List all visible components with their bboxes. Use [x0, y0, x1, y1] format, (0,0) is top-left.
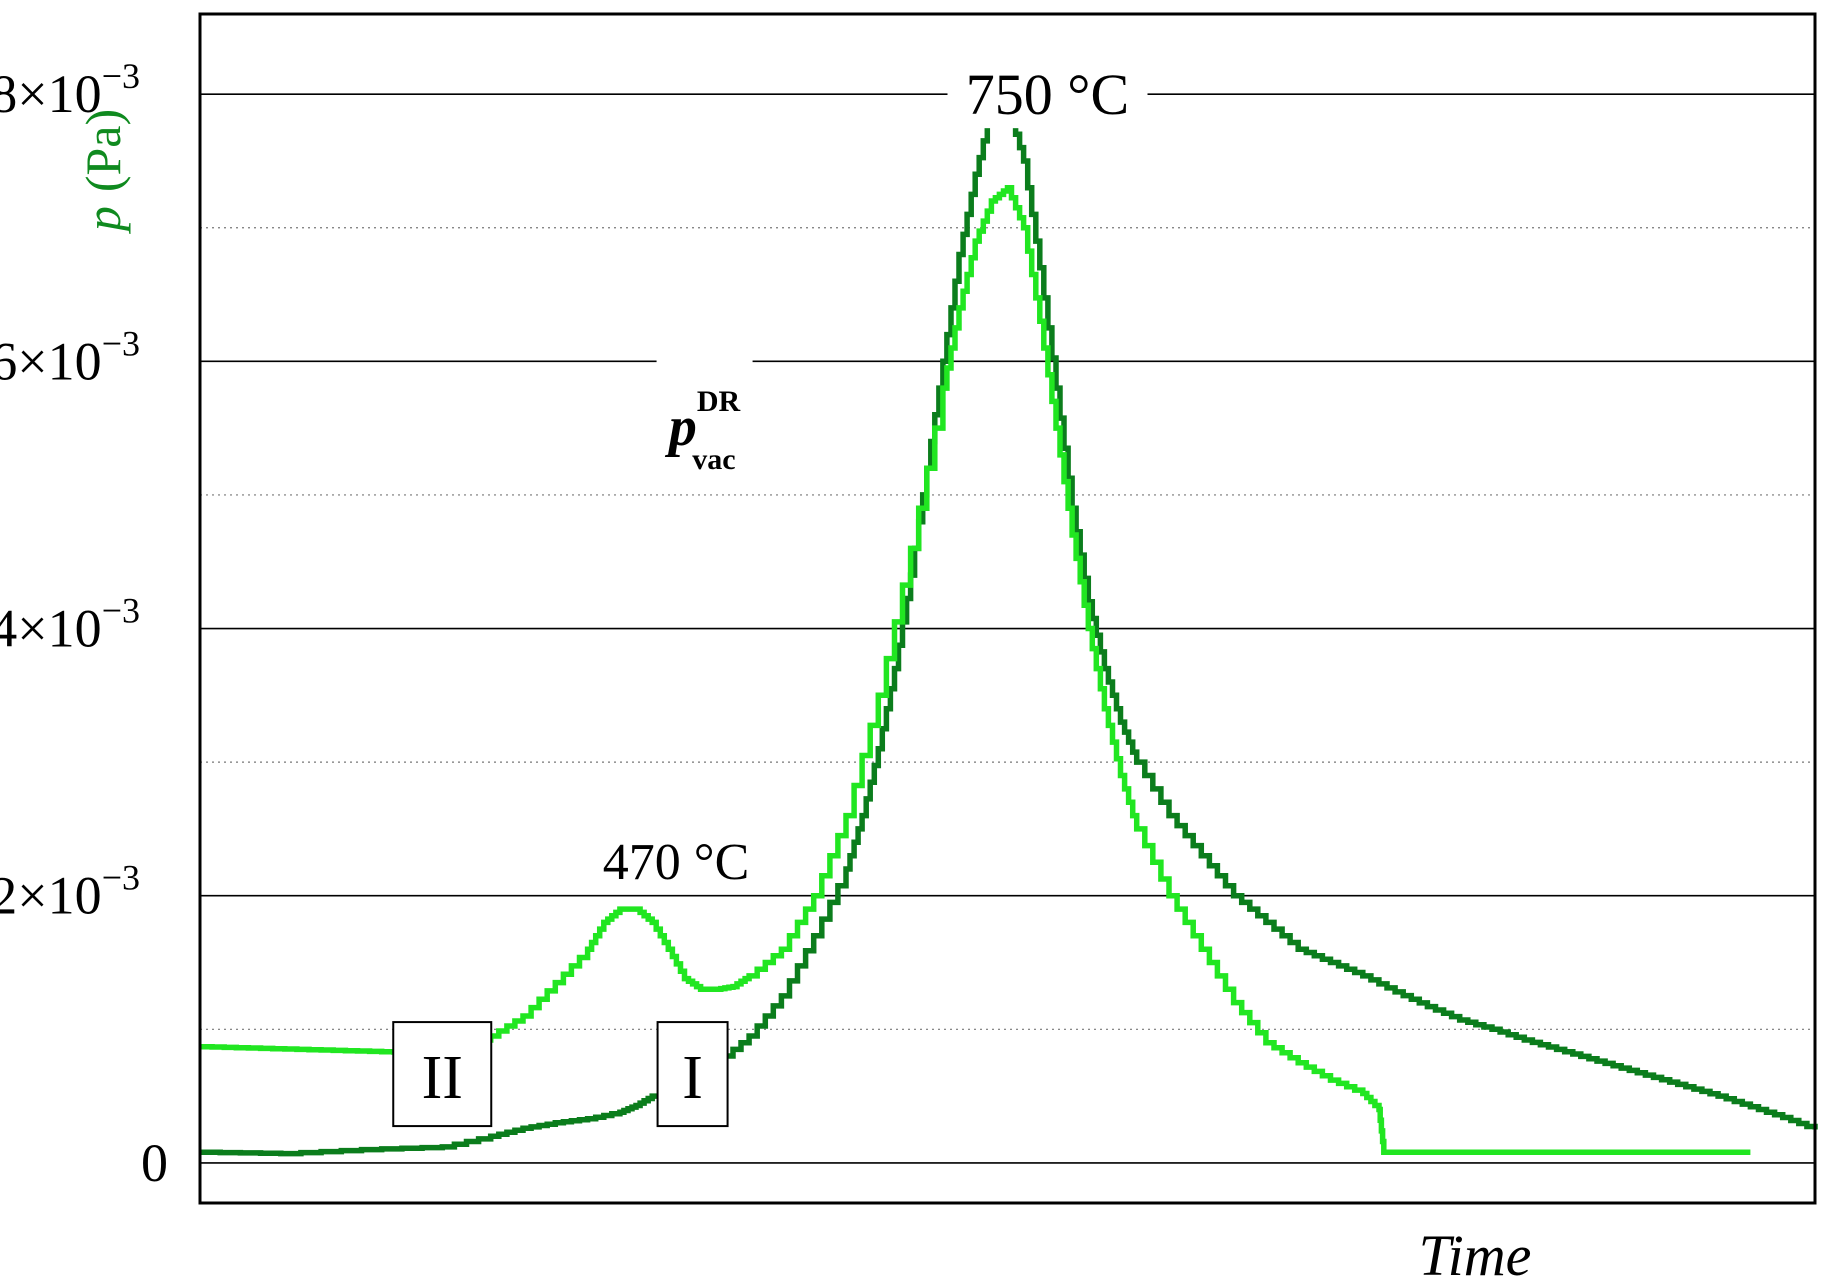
- y-tick-labels: 02×10−34×10−36×10−38×10−3: [0, 56, 168, 1193]
- pvac-superscript: DR: [697, 385, 741, 418]
- annotation-layer: 750 °C 470 °C pDR vac II I: [392, 62, 1148, 1128]
- y-axis-symbol: p: [75, 206, 131, 234]
- y-tick-exponent-2: −3: [102, 591, 140, 631]
- y-tick-mantissa-2: 4×10: [0, 599, 102, 659]
- y-tick-label-4: 8×10−3: [0, 56, 140, 124]
- y-axis-label: p (Pa): [75, 109, 131, 234]
- y-tick-exponent-3: −3: [102, 323, 140, 363]
- y-tick-exponent-4: −3: [102, 56, 140, 96]
- x-axis-label: Time: [1419, 1223, 1532, 1288]
- y-axis-unit: (Pa): [75, 109, 131, 192]
- major-gridlines: [200, 93, 1815, 1164]
- y-tick-label-3: 6×10−3: [0, 323, 140, 391]
- annotation-470c: 470 °C: [603, 834, 749, 891]
- pvac-label-background: [656, 355, 753, 370]
- series-i-label: I: [656, 1021, 729, 1128]
- pvac-symbol: p: [665, 396, 697, 458]
- y-tick-exponent-1: −3: [102, 858, 140, 898]
- annotation-750-background: [947, 66, 1148, 129]
- y-tick-label-0: 0: [141, 1133, 168, 1193]
- series-i-label-box: [656, 1021, 729, 1128]
- series-i-line: [200, 104, 1818, 1157]
- series-ii-label-text: II: [422, 1044, 463, 1112]
- series-i-label-text: I: [682, 1044, 703, 1112]
- series-ii-label-box: [392, 1021, 493, 1128]
- y-tick-mantissa-1: 2×10: [0, 866, 102, 926]
- y-tick-mantissa-4: 8×10: [0, 64, 102, 124]
- y-tick-label-1: 2×10−3: [0, 858, 140, 926]
- plot-frame: [198, 12, 1817, 1205]
- y-tick-mantissa-3: 6×10: [0, 331, 102, 391]
- y-tick-label-2: 4×10−3: [0, 591, 140, 659]
- series-ii-label: II: [392, 1021, 493, 1128]
- pvac-subscript: vac: [692, 443, 735, 476]
- y-tick-mantissa-0: 0: [141, 1133, 168, 1193]
- minor-gridlines: [200, 227, 1815, 1030]
- annotation-750c: 750 °C: [966, 62, 1129, 127]
- pvac-dr-label: pDR vac: [665, 385, 741, 476]
- series-ii-line: [200, 184, 1751, 1155]
- series-layer: [200, 104, 1818, 1157]
